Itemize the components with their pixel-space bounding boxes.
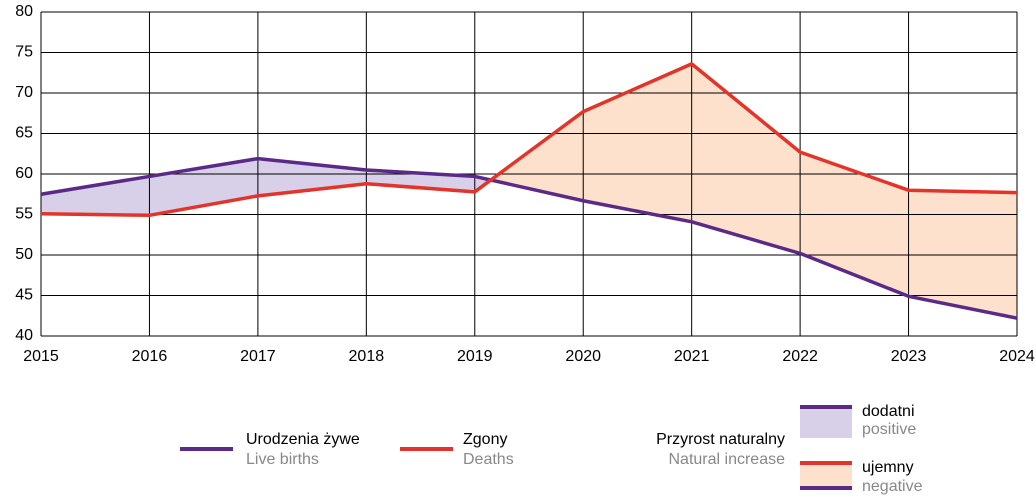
x-tick-label: 2018 xyxy=(349,348,385,365)
y-tick-label: 50 xyxy=(15,246,33,263)
legend-title-en: Natural increase xyxy=(669,451,786,468)
legend-swatch xyxy=(800,463,852,488)
x-tick-label: 2022 xyxy=(782,348,818,365)
legend-title: Przyrost naturalny xyxy=(656,431,785,448)
legend-label-en: Deaths xyxy=(463,451,514,468)
y-tick-label: 80 xyxy=(15,3,33,20)
area-fill xyxy=(490,111,584,202)
legend-label: Urodzenia żywe xyxy=(246,431,360,448)
x-tick-label: 2017 xyxy=(240,348,276,365)
x-tick-label: 2024 xyxy=(999,348,1035,365)
legend-label-en: positive xyxy=(862,421,916,438)
x-tick-label: 2021 xyxy=(674,348,710,365)
legend-label: Zgony xyxy=(463,431,507,448)
x-tick-label: 2020 xyxy=(565,348,601,365)
y-tick-label: 70 xyxy=(15,84,33,101)
y-tick-label: 45 xyxy=(15,287,33,304)
y-tick-label: 75 xyxy=(15,44,33,61)
x-tick-label: 2019 xyxy=(457,348,493,365)
legend-swatch xyxy=(800,407,852,438)
legend-label-en: Live births xyxy=(246,451,319,468)
y-tick-label: 40 xyxy=(15,327,33,344)
x-tick-label: 2016 xyxy=(132,348,168,365)
y-tick-label: 55 xyxy=(15,206,33,223)
legend-label-en: negative xyxy=(862,478,923,495)
legend-label: dodatni xyxy=(862,403,915,420)
series-line xyxy=(40,156,1018,320)
y-tick-label: 65 xyxy=(15,125,33,142)
area-fill xyxy=(40,176,150,216)
x-tick-label: 2015 xyxy=(23,348,59,365)
y-tick-label: 60 xyxy=(15,165,33,182)
legend-label: ujemny xyxy=(862,459,914,476)
series-line xyxy=(40,62,1018,218)
x-tick-label: 2023 xyxy=(891,348,927,365)
